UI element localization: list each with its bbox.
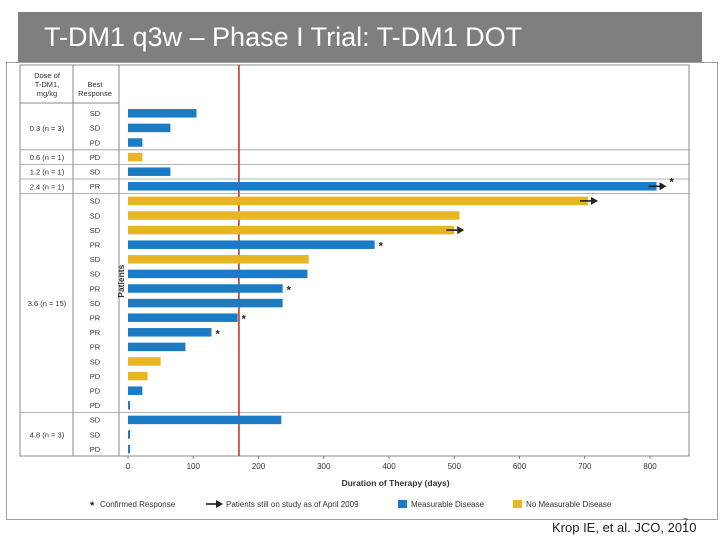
duration-bar	[128, 401, 130, 410]
dose-header-line: Dose of	[34, 71, 61, 80]
best-response-label: SD	[90, 357, 101, 366]
x-tick-label: 500	[448, 462, 462, 471]
confirmed-response-marker: *	[216, 328, 221, 340]
duration-bar	[128, 196, 589, 206]
best-response-label: PD	[90, 372, 101, 381]
dose-group-label: 4.8 (n = 3)	[30, 431, 65, 440]
y-axis-label: Patients	[116, 264, 126, 297]
best-response-label: PD	[90, 387, 101, 396]
duration-bar	[128, 444, 130, 454]
x-tick-label: 0	[126, 462, 131, 471]
duration-bar	[128, 152, 143, 162]
legend-non-measurable: No Measurable Disease	[526, 500, 612, 509]
chart-frame	[19, 64, 690, 457]
x-tick-label: 800	[643, 462, 657, 471]
ongoing-arrow-head	[457, 226, 465, 235]
duration-bar	[128, 182, 657, 191]
duration-bar	[128, 415, 282, 425]
duration-bar	[128, 255, 309, 264]
dose-group-label: 0.6 (n = 1)	[30, 153, 65, 162]
legend-arrow-icon	[216, 500, 223, 508]
x-tick-label: 600	[513, 462, 527, 471]
duration-bar	[128, 211, 460, 220]
response-header-line: Best	[87, 80, 103, 89]
response-header-line: Response	[78, 89, 112, 98]
best-response-label: PR	[90, 284, 101, 293]
best-response-label: SD	[90, 211, 101, 220]
x-tick-label: 100	[187, 462, 201, 471]
best-response-label: SD	[90, 270, 101, 279]
best-response-label: PD	[90, 153, 101, 162]
duration-bar	[128, 371, 148, 381]
duration-bar	[128, 240, 375, 249]
ongoing-arrow-head	[591, 196, 599, 205]
best-response-label: SD	[90, 416, 101, 425]
duration-bar	[128, 386, 143, 395]
dose-group-label: 2.4 (n = 1)	[30, 182, 65, 191]
dose-group-label: 1.2 (n = 1)	[30, 168, 65, 177]
duration-bar	[128, 328, 212, 337]
x-tick-label: 200	[252, 462, 266, 471]
dose-group-label: 3.6 (n = 15)	[28, 299, 67, 308]
confirmed-response-marker: *	[379, 241, 384, 253]
legend-ongoing: Patients still on study as of April 2009	[226, 500, 359, 509]
best-response-label: PD	[90, 445, 101, 454]
duration-bar	[128, 313, 238, 322]
slide-number: 7	[683, 517, 689, 527]
confirmed-response-marker: *	[670, 176, 675, 188]
best-response-label: PR	[90, 182, 101, 191]
dose-group-label: 0.3 (n = 3)	[30, 124, 65, 133]
legend-star-icon: *	[90, 500, 95, 512]
confirmed-response-marker: *	[287, 285, 292, 297]
figure-frame: Dose of T-DM1, mg/kg Best Response 0.3 (n = 3…	[6, 62, 718, 520]
best-response-label: PR	[90, 328, 101, 337]
best-response-label: PR	[90, 314, 101, 323]
best-response-label: SD	[90, 168, 101, 177]
x-axis-label: Duration of Therapy (days)	[341, 478, 449, 488]
dose-header-line: mg/kg	[37, 89, 57, 98]
duration-bar	[128, 430, 130, 439]
best-response-label: PD	[90, 138, 101, 147]
legend-non-measurable-swatch	[513, 500, 522, 508]
x-tick-label: 300	[317, 462, 331, 471]
duration-bar	[128, 357, 161, 366]
best-response-label: PD	[90, 401, 101, 410]
citation: Krop IE, et al. JCO, 2010	[552, 520, 697, 535]
best-response-label: SD	[90, 226, 101, 235]
slide-title: T-DM1 q3w – Phase I Trial: T-DM1 DOT	[44, 22, 523, 52]
ongoing-arrow-head	[659, 182, 667, 191]
duration-bar	[128, 342, 186, 352]
x-tick-label: 700	[578, 462, 592, 471]
duration-bar	[128, 284, 283, 293]
legend-confirmed: Confirmed Response	[100, 500, 176, 509]
duration-bar	[128, 167, 171, 176]
duration-bar	[128, 298, 283, 308]
best-response-label: SD	[90, 109, 101, 118]
best-response-label: SD	[90, 124, 101, 133]
best-response-label: SD	[90, 197, 101, 206]
confirmed-response-marker: *	[242, 314, 247, 326]
title-bar: T-DM1 q3w – Phase I Trial: T-DM1 DOT	[18, 12, 702, 62]
best-response-label: PR	[90, 241, 101, 250]
best-response-label: SD	[90, 255, 101, 264]
duration-bar	[128, 269, 308, 279]
legend-measurable: Measurable Disease	[411, 500, 484, 509]
x-tick-label: 400	[382, 462, 396, 471]
duration-bar	[128, 138, 143, 147]
legend-measurable-swatch	[398, 500, 407, 508]
duration-bar	[128, 109, 197, 118]
dose-header-line: T-DM1,	[35, 80, 60, 89]
duration-bar	[128, 123, 171, 133]
duration-bar	[128, 225, 455, 235]
best-response-label: SD	[90, 430, 101, 439]
best-response-label: PR	[90, 343, 101, 352]
best-response-label: SD	[90, 299, 101, 308]
